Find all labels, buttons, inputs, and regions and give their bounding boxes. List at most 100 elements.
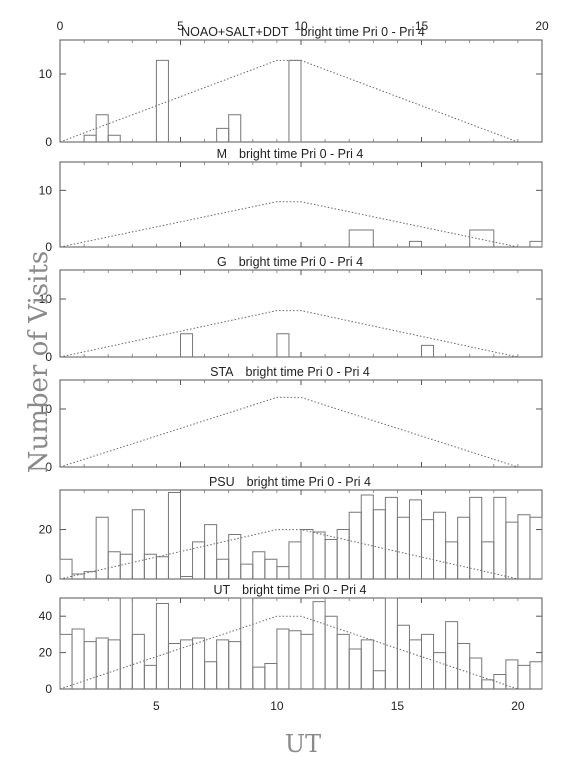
histogram-bar [83,134,97,142]
histogram-bar [312,601,326,689]
panel-psu: 0 20 PSU bright time Pri 0 - Pri 4 [39,475,543,586]
panel-noao-salt-ddt: 0 10 NOAO+SALT+DDT bright time Pri 0 - Pri … [39,25,543,149]
y-tick-label: 0 [45,682,52,696]
histogram-bar [360,639,374,689]
panel-frame [59,379,543,468]
y-tick-label: 10 [39,402,53,416]
histogram-bar [276,628,290,689]
panel-frame [59,269,543,358]
visibility-envelope [59,396,519,468]
histogram-bar [348,229,374,247]
panel-group-name: M [217,147,227,161]
bottom-axis: 5 10 15 20 [153,699,525,713]
histogram-bar [216,639,230,689]
histogram-bar [59,633,73,689]
panel-group-name: NOAO+SALT+DDT [181,25,289,39]
top-axis: 0 5 10 15 20 [57,19,549,33]
x-axis-label: UT [285,730,321,758]
bottom-x-tick-label: 15 [391,699,405,713]
y-tick-label: 20 [39,523,53,537]
histogram-bar [481,679,495,689]
histogram-bar [445,541,459,579]
histogram-bar [131,509,145,579]
top-x-tick-label: 20 [535,19,549,33]
histogram-bar [517,664,531,689]
histogram-bar [517,514,531,579]
histogram-bar [421,519,435,579]
histogram-bar [119,553,133,579]
histogram-bar [180,333,194,357]
histogram-bar [469,657,483,689]
histogram-bar [83,641,97,689]
histogram-bar [421,633,435,689]
histogram-bar [481,541,495,579]
histogram-bar [408,499,422,579]
bottom-x-tick-label: 5 [153,699,160,713]
histogram-bar [143,664,157,689]
histogram-bar [529,240,543,247]
histogram-bar [493,496,507,579]
histogram-bar [469,496,483,579]
panel-title-rest: bright time Pri 0 - Pri 4 [246,365,370,379]
histogram-bar [288,630,302,689]
histogram-bar [469,229,495,247]
histogram-bar [360,494,374,579]
panel-sta: 0 10 STA bright time Pri 0 - Pri 4 [39,365,543,474]
histogram-bar [384,496,398,579]
histogram-bar [505,521,519,579]
y-tick-label: 0 [45,240,52,254]
top-x-tick-label: 5 [177,19,184,33]
histogram-bar [155,59,169,142]
y-tick-label: 20 [39,646,53,660]
histogram-bar [167,643,181,689]
y-tick-label: 10 [39,292,53,306]
histogram-bar [83,571,97,579]
histogram-bar [300,529,314,579]
top-x-tick-label: 10 [294,19,308,33]
histogram-bar [192,637,206,689]
histogram-bar [288,541,302,579]
histogram-bar [372,670,386,689]
histogram-bar [384,597,398,689]
histogram-bar [192,541,206,579]
histogram-bar [396,516,410,579]
histogram-bar [396,624,410,689]
panel-title: PSU bright time Pri 0 - Pri 4 [209,475,371,489]
panel-title-rest: bright time Pri 0 - Pri 4 [239,255,363,269]
histogram-bar [216,127,230,142]
panel-title-rest: bright time Pri 0 - Pri 4 [247,475,371,489]
histogram-bar [312,531,326,579]
panel-group-name: PSU [209,475,235,489]
histogram-bar [95,637,109,689]
panel-title-rest: bright time Pri 0 - Pri 4 [242,583,366,597]
histogram-bar [457,516,471,579]
histogram-bar [71,628,85,689]
histogram-bar [155,556,169,579]
histogram-bar [204,661,218,689]
visibility-envelope [59,201,519,248]
histogram-bar [131,633,145,689]
histogram-bar [107,639,121,689]
histogram-bar [264,663,278,689]
histogram-bar [240,563,254,579]
histogram-bar [59,558,73,579]
y-tick-label: 0 [45,572,52,586]
histogram-bar [107,134,121,142]
panels: 0 10 NOAO+SALT+DDT bright time Pri 0 - Pri … [39,25,543,696]
histogram-bar [493,673,507,689]
histogram-bar [252,551,266,579]
panel-m: 0 10 M bright time Pri 0 - Pri 4 [39,147,543,254]
histogram-bar [445,621,459,689]
y-tick-label: 0 [45,135,52,149]
top-x-tick-label: 15 [415,19,429,33]
panel-title-rest: bright time Pri 0 - Pri 4 [239,147,363,161]
panel-title: STA bright time Pri 0 - Pri 4 [210,365,370,379]
histogram-bar [529,516,543,579]
panel-title-rest: bright time Pri 0 - Pri 4 [301,25,425,39]
y-axis-label: Number of Visits [24,251,54,474]
histogram-bar [421,344,435,357]
panel-group-name: UT [213,583,230,597]
histogram-bar [240,597,254,689]
